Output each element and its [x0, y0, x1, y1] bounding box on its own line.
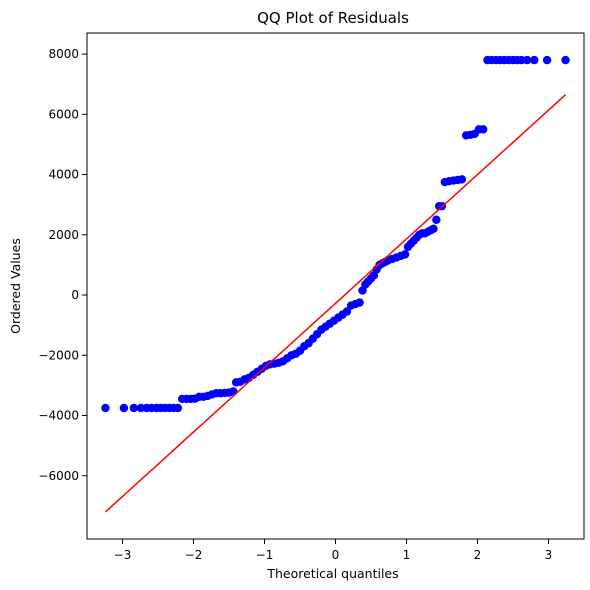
plot-area: [101, 55, 570, 513]
x-tick-label: −1: [256, 548, 274, 562]
reference-line: [104, 94, 567, 513]
data-point: [342, 307, 352, 316]
data-point: [355, 298, 364, 307]
data-point: [101, 403, 110, 413]
x-tick-label: 3: [545, 548, 553, 562]
x-tick-label: −3: [114, 548, 132, 562]
data-point: [400, 250, 410, 259]
x-tick-label: 0: [332, 548, 340, 562]
y-tick-label: −4000: [38, 409, 79, 423]
data-point: [523, 55, 532, 65]
data-point: [129, 403, 139, 413]
y-tick-label: −2000: [38, 348, 79, 362]
x-axis-ticks: −3 −2 −1 0 1 2 3: [114, 539, 553, 562]
data-point: [530, 55, 539, 65]
y-tick-label: 6000: [48, 107, 79, 121]
data-point: [561, 55, 570, 65]
data-point: [119, 403, 129, 413]
y-tick-label: 2000: [48, 228, 79, 242]
chart-title: QQ Plot of Residuals: [257, 9, 409, 27]
y-axis-ticks: −6000 −4000 −2000 0 2000 4000 6000 8000: [38, 47, 87, 483]
x-tick-label: 2: [474, 548, 482, 562]
data-point: [432, 215, 441, 224]
data-point: [457, 175, 467, 184]
x-tick-label: 1: [403, 548, 411, 562]
data-point: [542, 55, 552, 65]
data-point: [478, 125, 488, 134]
y-tick-label: 8000: [48, 47, 79, 61]
y-axis-label: Ordered Values: [8, 238, 23, 334]
data-point: [173, 403, 183, 413]
y-tick-label: −6000: [38, 469, 79, 483]
y-tick-label: 0: [71, 288, 79, 302]
y-tick-label: 4000: [48, 168, 79, 182]
data-point: [429, 224, 438, 233]
x-axis-label: Theoretical quantiles: [266, 566, 398, 581]
x-tick-label: −2: [185, 548, 203, 562]
